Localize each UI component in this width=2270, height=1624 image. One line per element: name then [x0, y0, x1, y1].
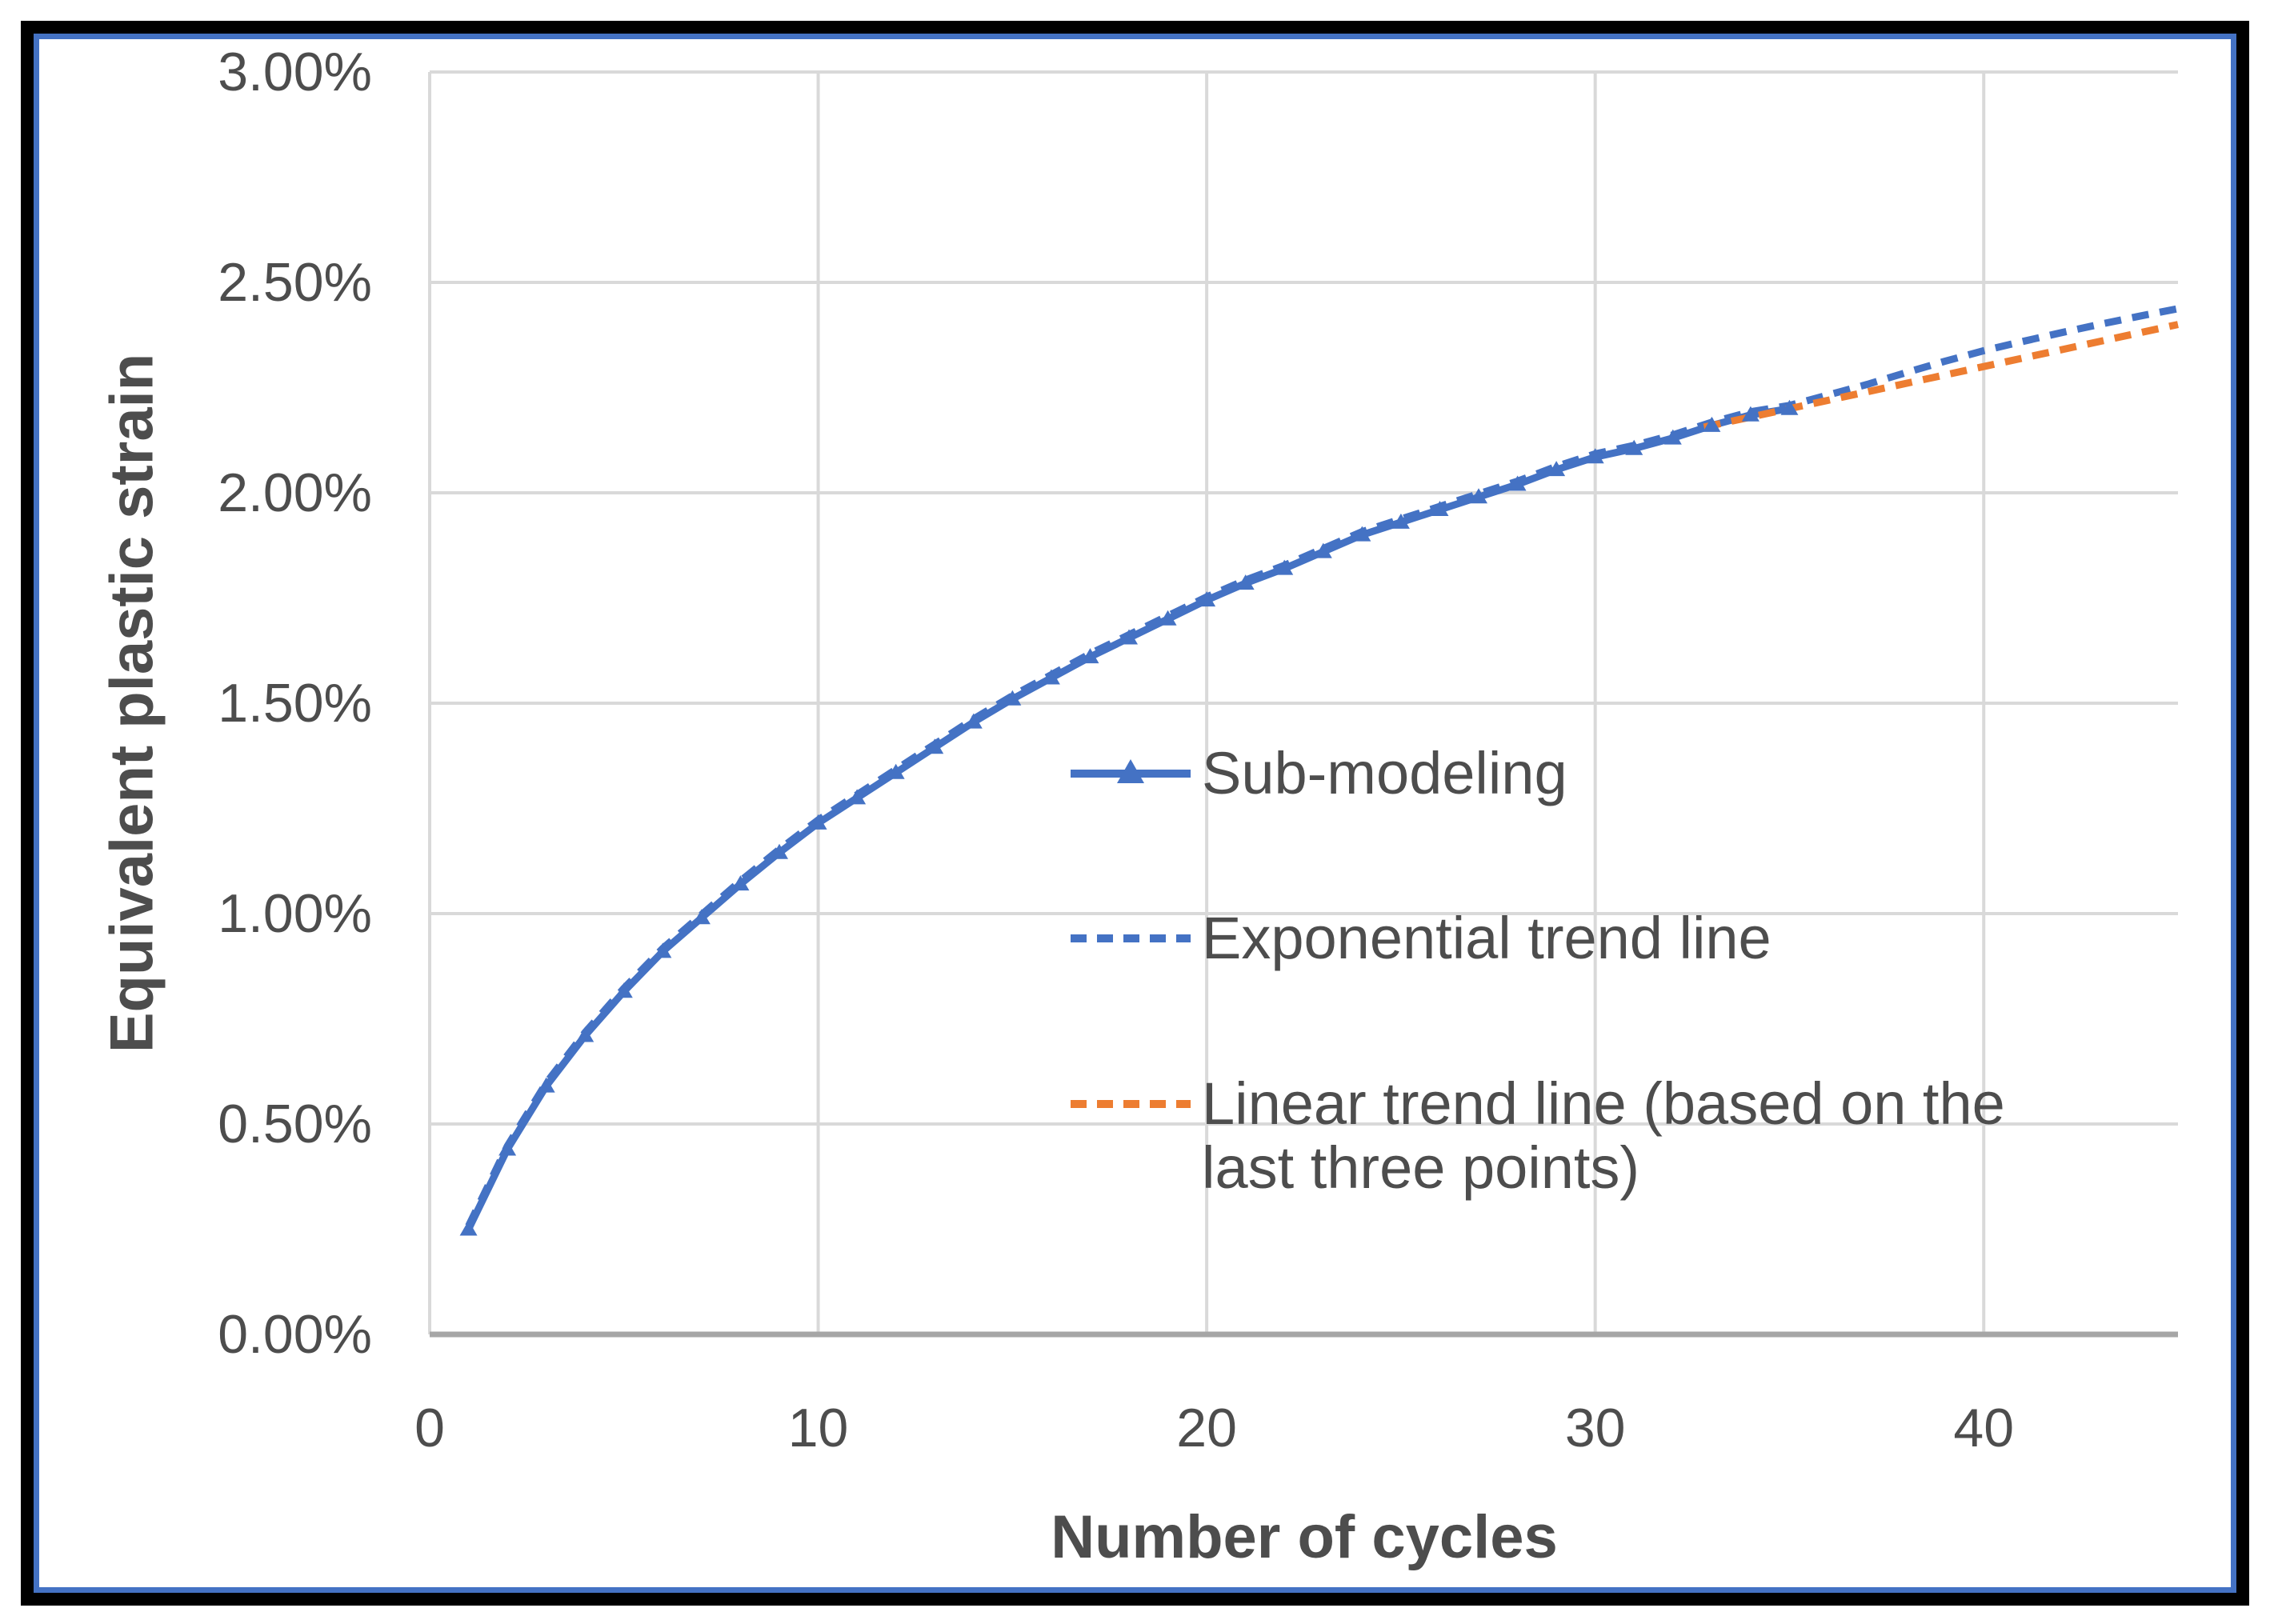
data-point-marker [692, 909, 711, 925]
data-point-marker [809, 814, 827, 830]
y-tick-label: 1.00% [218, 883, 372, 944]
legend-label: Exponential trend line [1202, 905, 1772, 971]
data-point-marker [1003, 690, 1022, 706]
data-point-marker [1391, 513, 1410, 529]
legend-line-marker-icon [1071, 759, 1191, 783]
legend-item-exponential-trend: Exponential trend line [1071, 906, 1772, 970]
legend-label: Linear trend line (based on the last thre… [1202, 1070, 2005, 1201]
data-point-marker [1703, 416, 1721, 432]
legend-dashed-line-icon [1071, 1100, 1191, 1108]
y-tick-label: 1.50% [218, 673, 372, 734]
data-point-marker [1625, 439, 1643, 455]
x-axis-title: Number of cycles [1051, 1503, 1558, 1571]
legend-label: Sub-modeling [1202, 740, 1567, 806]
data-point-marker [1431, 501, 1449, 517]
data-point-marker [887, 763, 905, 779]
data-point-marker [1120, 629, 1138, 645]
data-point-marker [848, 789, 867, 805]
data-point-marker [615, 982, 633, 998]
data-point-marker [459, 1220, 478, 1236]
data-point-marker [1353, 526, 1371, 542]
x-tick-label: 20 [1176, 1398, 1237, 1458]
y-tick-label: 3.00% [218, 42, 372, 102]
x-tick-label: 40 [1953, 1398, 2015, 1458]
series-exponential-trend-line [465, 305, 2179, 1228]
x-tick-label: 0 [414, 1398, 445, 1458]
data-point-marker [1470, 488, 1487, 504]
legend-item-sub-modeling: Sub-modeling [1071, 742, 1567, 806]
y-tick-label: 0.00% [218, 1304, 372, 1365]
data-point-marker [498, 1140, 517, 1156]
data-point-marker [1198, 591, 1216, 607]
data-point-marker [537, 1077, 555, 1093]
data-point-marker [1780, 399, 1799, 415]
data-point-marker [1586, 448, 1604, 464]
y-tick-label: 2.00% [218, 462, 372, 523]
legend-item-linear-trend: Linear trend line (based on the last thre… [1071, 1072, 2005, 1200]
data-point-marker [1741, 406, 1760, 422]
data-point-marker [654, 942, 672, 958]
y-tick-label: 2.50% [218, 252, 372, 313]
data-point-marker [1547, 461, 1566, 477]
data-point-marker [731, 875, 750, 891]
data-point-marker [1663, 429, 1682, 445]
data-point-marker [576, 1026, 595, 1042]
x-tick-label: 30 [1564, 1398, 1626, 1458]
data-point-marker [1081, 648, 1099, 664]
data-point-marker [1042, 669, 1060, 685]
data-point-marker [1275, 559, 1294, 575]
legend-dashed-line-icon [1071, 934, 1191, 942]
data-point-marker [771, 843, 788, 859]
data-point-marker [1236, 574, 1255, 590]
data-point-marker [1314, 542, 1332, 558]
data-point-marker [1159, 610, 1177, 626]
data-point-marker [964, 713, 983, 729]
series-linear-trend-line [1703, 321, 2179, 431]
x-tick-label: 10 [787, 1398, 849, 1458]
data-point-marker [1508, 475, 1527, 491]
y-tick-label: 0.50% [218, 1094, 372, 1154]
data-point-marker [926, 738, 944, 754]
